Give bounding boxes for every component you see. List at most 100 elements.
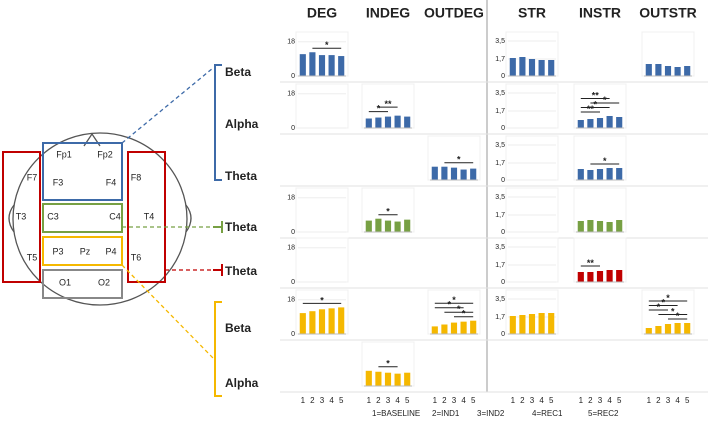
x-tick-label: 5 bbox=[617, 396, 622, 405]
band-label: Beta bbox=[225, 321, 251, 335]
bar bbox=[509, 58, 516, 76]
bar bbox=[384, 372, 392, 386]
significance-label: * bbox=[386, 207, 390, 217]
significance-label: * bbox=[386, 359, 390, 369]
y-tick-label: 3,5 bbox=[495, 90, 505, 97]
x-tick-label: 3 bbox=[320, 396, 325, 405]
electrode: P3 bbox=[52, 246, 63, 256]
bar bbox=[606, 222, 613, 232]
panel bbox=[505, 187, 559, 233]
bar bbox=[404, 116, 411, 128]
bar bbox=[684, 66, 691, 76]
bar bbox=[375, 371, 382, 386]
x-tick-label: 4 bbox=[539, 396, 544, 405]
region-box bbox=[42, 269, 123, 299]
bar bbox=[664, 324, 672, 334]
significance-label: * bbox=[657, 302, 661, 312]
x-tick-label: 1 bbox=[433, 396, 438, 405]
electrode: Fp2 bbox=[97, 149, 113, 159]
bar bbox=[460, 169, 467, 180]
y-tick-label: 0 bbox=[501, 125, 505, 132]
electrode: O1 bbox=[59, 277, 71, 287]
bar bbox=[577, 120, 584, 128]
legend-entry: 1=BASELINE bbox=[372, 409, 420, 418]
region-box bbox=[42, 142, 123, 201]
bar bbox=[318, 55, 326, 76]
bar bbox=[441, 166, 448, 180]
bar bbox=[577, 272, 584, 282]
head-diagram bbox=[2, 64, 223, 397]
bar bbox=[365, 370, 372, 386]
y-tick-label: 3,5 bbox=[495, 194, 505, 201]
bar bbox=[470, 168, 477, 180]
bar bbox=[328, 55, 335, 76]
y-tick-label: 3,5 bbox=[495, 38, 505, 45]
bar bbox=[441, 324, 448, 334]
bar bbox=[299, 54, 306, 76]
x-tick-label: 1 bbox=[647, 396, 652, 405]
bar bbox=[538, 60, 545, 76]
bar bbox=[548, 60, 555, 76]
column-header: INSTR bbox=[579, 5, 621, 21]
x-tick-label: 4 bbox=[675, 396, 680, 405]
bar bbox=[596, 118, 604, 128]
x-tick-label: 2 bbox=[310, 396, 315, 405]
y-tick-label: 18 bbox=[287, 91, 295, 98]
electrode: P4 bbox=[105, 246, 116, 256]
bar bbox=[365, 118, 372, 128]
significance-label: * bbox=[377, 104, 381, 114]
bar bbox=[528, 314, 536, 334]
x-tick-label: 5 bbox=[471, 396, 476, 405]
band-bracket bbox=[214, 64, 222, 181]
nose bbox=[83, 132, 101, 147]
y-tick-label: 0 bbox=[501, 229, 505, 236]
bar bbox=[404, 219, 411, 232]
significance-label: * bbox=[671, 306, 675, 316]
bar bbox=[318, 309, 326, 334]
bar bbox=[338, 56, 345, 76]
x-tick-label: 5 bbox=[685, 396, 690, 405]
x-tick-label: 3 bbox=[452, 396, 457, 405]
electrode: Fp1 bbox=[56, 149, 72, 159]
x-tick-label: 1 bbox=[367, 396, 372, 405]
bar bbox=[431, 166, 438, 180]
significance-label: ** bbox=[592, 90, 600, 100]
bar bbox=[596, 169, 604, 180]
bar bbox=[384, 220, 392, 232]
panel bbox=[295, 83, 349, 129]
column-header: OUTSTR bbox=[639, 5, 697, 21]
x-tick-label: 2 bbox=[520, 396, 525, 405]
bar bbox=[328, 308, 335, 334]
band-label: Beta bbox=[225, 65, 251, 79]
x-tick-label: 1 bbox=[301, 396, 306, 405]
column-header: INDEG bbox=[366, 5, 410, 21]
significance-label: * bbox=[661, 297, 665, 307]
x-tick-label: 2 bbox=[376, 396, 381, 405]
band-bracket bbox=[213, 264, 223, 276]
x-tick-label: 2 bbox=[442, 396, 447, 405]
bar bbox=[577, 169, 584, 180]
x-tick-label: 3 bbox=[666, 396, 671, 405]
electrode: Pz bbox=[80, 246, 91, 256]
y-tick-label: 0 bbox=[291, 73, 295, 80]
y-tick-label: 3,5 bbox=[495, 244, 505, 251]
electrode: C4 bbox=[109, 211, 121, 221]
y-tick-label: 1,7 bbox=[495, 160, 505, 167]
significance-label: * bbox=[457, 304, 461, 314]
electrode: F7 bbox=[27, 172, 38, 182]
band-label: Theta bbox=[225, 220, 257, 234]
legend-entry: 3=IND2 bbox=[477, 409, 505, 418]
legend: 1=BASELINE 2=IND1 3=IND2 4=REC1 5=REC2 bbox=[372, 409, 619, 418]
electrode: T5 bbox=[27, 252, 38, 262]
significance-label: * bbox=[325, 40, 329, 50]
bar bbox=[587, 272, 594, 282]
x-tick-label: 4 bbox=[329, 396, 334, 405]
y-tick-label: 1,7 bbox=[495, 212, 505, 219]
bar bbox=[365, 220, 372, 232]
legend-entry: 4=REC1 bbox=[532, 409, 563, 418]
bar bbox=[616, 220, 623, 232]
y-tick-label: 18 bbox=[287, 297, 295, 304]
x-tick-label: 3 bbox=[386, 396, 391, 405]
y-tick-label: 0 bbox=[501, 279, 505, 286]
